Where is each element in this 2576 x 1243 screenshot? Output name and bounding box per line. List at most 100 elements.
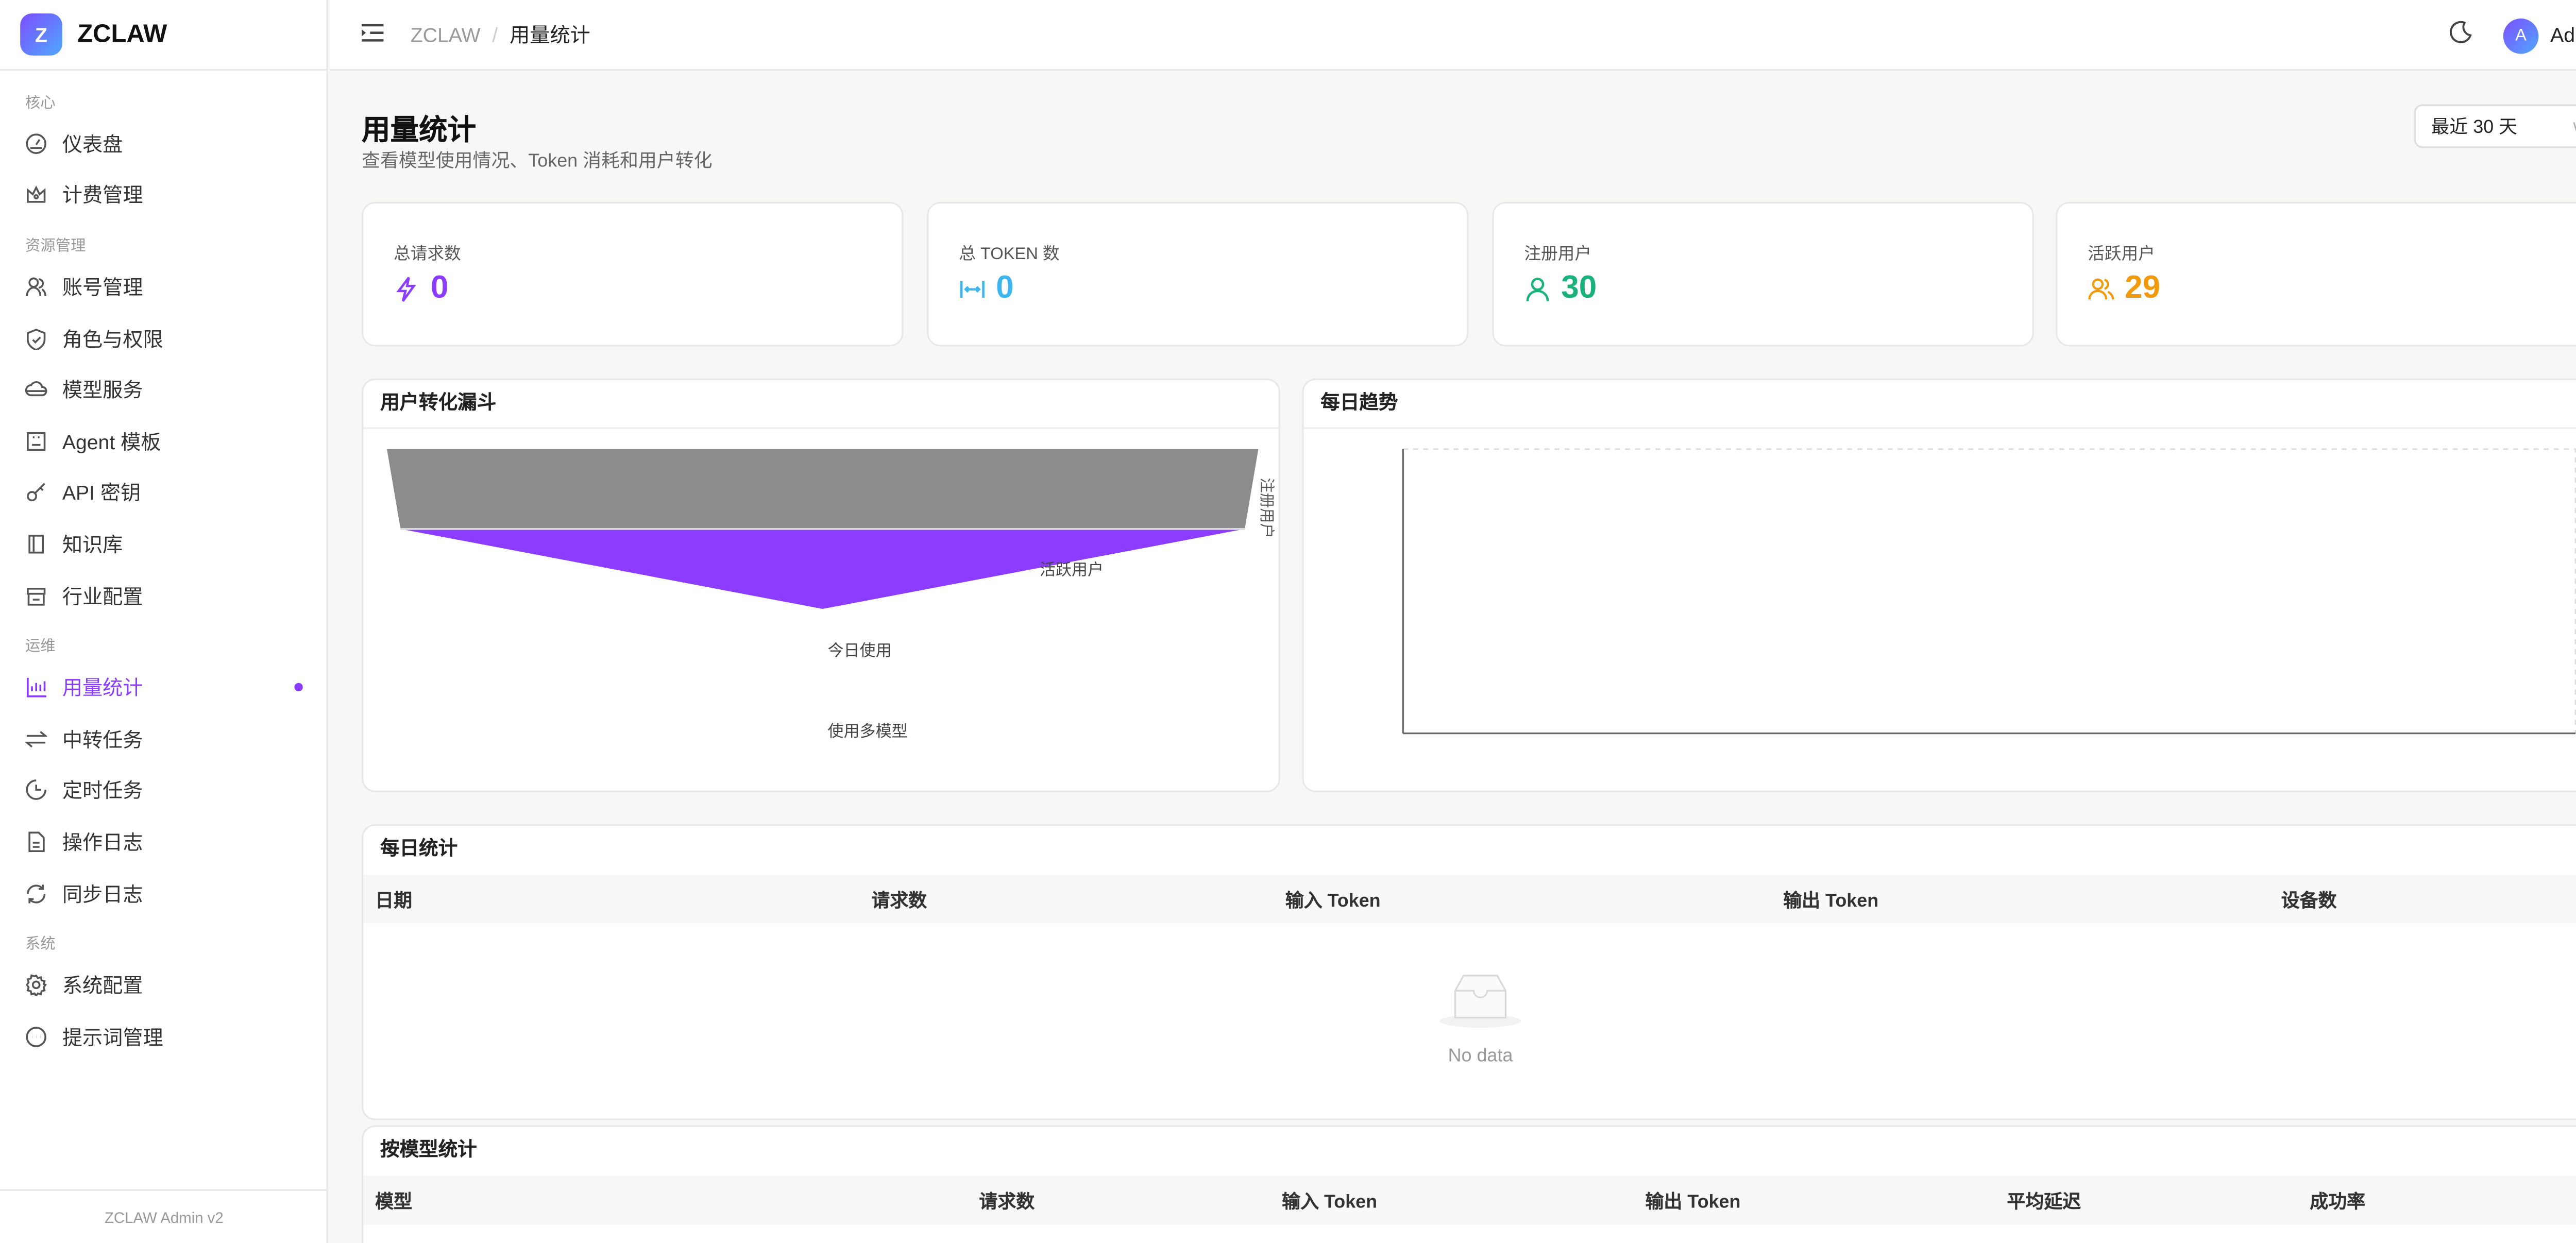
empty-text: No data	[1448, 1046, 1513, 1067]
date-range-value: 最近 30 天	[2431, 117, 2518, 138]
shield-icon	[25, 327, 47, 349]
logo[interactable]: Z ZCLAW	[0, 0, 327, 71]
book-icon	[25, 533, 47, 555]
avatar[interactable]: A	[2503, 18, 2539, 53]
funnel-stage-active	[405, 530, 1240, 609]
sidebar-item-label: API 密钥	[62, 482, 141, 505]
user-icon	[1526, 278, 1549, 301]
sidebar-item[interactable]: 提示词管理	[0, 1011, 326, 1062]
team-icon	[2088, 278, 2114, 300]
chevron-down-icon: ∨	[2571, 117, 2576, 135]
stat-card: 注册用户 30	[1492, 201, 2034, 347]
sidebar-item[interactable]: 定时任务	[0, 764, 326, 816]
sidebar-item-label: 同步日志	[62, 882, 143, 906]
trend-card: 每日趋势	[1302, 378, 2576, 792]
users-icon	[25, 276, 47, 297]
col-input-token[interactable]: 输入 Token	[1285, 890, 1381, 911]
stat-value: 29	[2125, 270, 2161, 307]
menu-fold-icon[interactable]	[362, 20, 384, 50]
col-date[interactable]: 日期	[375, 890, 413, 911]
sidebar-item[interactable]: 仪表盘	[0, 118, 326, 169]
sidebar-item[interactable]: 系统配置	[0, 959, 326, 1011]
clock-icon	[25, 779, 47, 801]
nav-group-label: 运维	[25, 638, 56, 655]
key-icon	[25, 482, 47, 503]
col-success-rate[interactable]: 成功率	[2310, 1191, 2366, 1212]
sidebar-item-label: 操作日志	[62, 830, 143, 855]
sidebar-item[interactable]: 计费管理	[0, 169, 326, 220]
stat-card: 总请求数 0	[362, 201, 904, 347]
col-requests[interactable]: 请求数	[979, 1191, 1035, 1212]
moon-icon[interactable]	[2449, 20, 2473, 52]
stat-label: 总请求数	[394, 245, 461, 264]
breadcrumb-separator: /	[492, 23, 498, 47]
sidebar-item[interactable]: 模型服务	[0, 364, 326, 416]
page-title: 用量统计	[362, 114, 477, 147]
sync-icon	[25, 882, 47, 904]
nav-group-label: 系统	[25, 935, 56, 953]
breadcrumb: ZCLAW / 用量统计	[411, 20, 590, 49]
nav-group-label: 核心	[25, 94, 56, 111]
lightning-icon	[396, 277, 416, 302]
funnel-label-multimodel: 使用多模型	[828, 722, 908, 740]
sidebar-item[interactable]: API 密钥	[0, 467, 326, 518]
crown-icon	[25, 184, 47, 206]
sidebar-item-label: 定时任务	[62, 779, 143, 803]
sidebar-item-label: 角色与权限	[62, 327, 163, 351]
stat-value: 30	[1561, 270, 1597, 307]
funnel-label-registered: 注册用户	[1258, 478, 1275, 538]
user-name[interactable]: Admin	[2550, 23, 2576, 47]
sidebar-item[interactable]: 用量统计	[0, 661, 326, 713]
daily-stats-card: 每日统计 日期 请求数 输入 Token 输出 Token 设备数 No dat…	[362, 824, 2576, 1120]
app-name: ZCLAW	[77, 20, 167, 49]
sidebar-item-label: 知识库	[62, 533, 123, 557]
sidebar-item[interactable]: 角色与权限	[0, 313, 326, 364]
stat-value: 0	[430, 270, 449, 307]
col-devices[interactable]: 设备数	[2281, 890, 2337, 911]
funnel-label-today: 今日使用	[828, 641, 892, 659]
stat-label: 活跃用户	[2088, 245, 2155, 264]
sidebar-item-label: 中转任务	[62, 728, 143, 752]
sidebar-item-label: 用量统计	[62, 676, 143, 700]
top-header: ZCLAW / 用量统计 A Admin	[330, 0, 2576, 71]
sidebar-item[interactable]: 操作日志	[0, 816, 326, 867]
file-icon	[25, 831, 47, 853]
funnel-stage-registered	[387, 449, 1259, 529]
col-avg-latency[interactable]: 平均延迟	[2007, 1191, 2081, 1212]
trend-title: 每日趋势	[1303, 380, 2576, 429]
funnel-card: 用户转化漏斗 注册用户 活跃用户 今日使用 使用多模型	[362, 378, 1280, 792]
sidebar-item[interactable]: 知识库	[0, 518, 326, 570]
model-stats-title: 按模型统计	[380, 1140, 477, 1161]
col-output-token[interactable]: 输出 Token	[1783, 890, 1879, 911]
breadcrumb-current: 用量统计	[510, 23, 590, 47]
breadcrumb-home[interactable]: ZCLAW	[410, 23, 481, 47]
logo-icon: Z	[20, 13, 62, 56]
sidebar-item[interactable]: 同步日志	[0, 867, 326, 919]
store-icon	[25, 585, 47, 606]
message-icon	[25, 1026, 47, 1047]
stat-label: 注册用户	[1524, 245, 1591, 264]
funnel-title: 用户转化漏斗	[363, 380, 1279, 429]
col-input-token[interactable]: 输入 Token	[1282, 1191, 1378, 1212]
model-table-header: 模型 请求数 输入 Token 输出 Token 平均延迟 成功率	[363, 1176, 2576, 1225]
sidebar-item[interactable]: 行业配置	[0, 570, 326, 621]
cloud-icon	[25, 379, 47, 400]
sidebar: Z ZCLAW 核心 仪表盘 计费管理 资源管理 账号管理 角色与权限 模型服务 Agent …	[0, 0, 328, 1243]
stat-card: 活跃用户 29	[2056, 201, 2576, 347]
trend-chart	[1402, 448, 2576, 735]
col-model[interactable]: 模型	[375, 1191, 413, 1212]
date-range-select[interactable]: 最近 30 天 ∨	[2414, 104, 2576, 148]
sidebar-item[interactable]: 账号管理	[0, 261, 326, 313]
active-indicator	[294, 683, 303, 692]
stat-label: 总 TOKEN 数	[959, 245, 1060, 264]
trend-grid	[1403, 448, 2576, 734]
col-requests[interactable]: 请求数	[871, 890, 927, 911]
sidebar-item-label: 行业配置	[62, 584, 143, 608]
model-stats-card: 按模型统计 模型 请求数 输入 Token 输出 Token 平均延迟 成功率	[362, 1125, 2576, 1243]
col-output-token[interactable]: 输出 Token	[1645, 1191, 1741, 1212]
sidebar-item-label: 系统配置	[62, 974, 143, 998]
gear-icon	[25, 974, 47, 996]
sidebar-item[interactable]: 中转任务	[0, 713, 326, 764]
sidebar-item[interactable]: Agent 模板	[0, 415, 326, 467]
empty-state: No data	[363, 974, 2576, 1067]
